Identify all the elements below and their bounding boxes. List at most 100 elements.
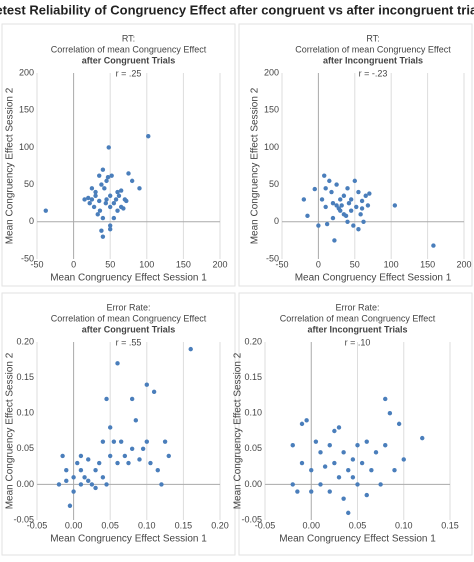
panel-subtitle: Correlation of mean Congruency Effect <box>280 313 436 323</box>
y-tick-label: -50 <box>21 253 34 263</box>
point <box>431 243 436 248</box>
panel-border <box>238 292 473 556</box>
point <box>363 193 368 198</box>
point <box>93 193 98 198</box>
point <box>330 215 336 221</box>
point <box>126 171 131 176</box>
panel-title: Error Rate: <box>335 302 379 312</box>
x-tick-label: 200 <box>212 259 227 269</box>
y-axis-label: Mean Congruency Effect Session 2 <box>233 352 244 509</box>
point <box>137 186 142 191</box>
point <box>322 464 328 469</box>
point <box>108 227 113 232</box>
point <box>290 482 295 487</box>
x-axis-label: Mean Congruency Effect Session 1 <box>50 273 207 284</box>
point <box>129 446 135 451</box>
point <box>113 197 119 202</box>
point <box>115 189 120 195</box>
annotation: r = -.23 <box>359 68 388 78</box>
point <box>319 197 325 202</box>
point <box>129 178 135 184</box>
point <box>133 418 139 423</box>
point <box>108 453 113 459</box>
point <box>327 178 332 184</box>
y-tick-label: 100 <box>19 142 34 152</box>
point <box>97 173 102 178</box>
x-tick-label: -50 <box>275 259 288 269</box>
panel-condition: after Congruent Trials <box>82 55 176 65</box>
point <box>115 361 120 366</box>
panel-border <box>238 23 473 287</box>
point <box>369 467 374 473</box>
point <box>341 212 347 217</box>
point <box>401 457 406 462</box>
point <box>100 439 106 444</box>
point <box>129 396 135 402</box>
point <box>355 482 360 487</box>
point <box>299 460 305 466</box>
point <box>365 203 371 208</box>
point <box>295 489 300 494</box>
point <box>144 382 149 387</box>
point <box>78 467 84 473</box>
x-tick-label: 50 <box>350 259 360 269</box>
point <box>188 346 193 352</box>
point <box>334 203 339 208</box>
x-axis-label: Mean Congruency Effect Session 1 <box>295 273 452 284</box>
x-tick-label: 0.00 <box>302 520 320 530</box>
point <box>151 389 157 395</box>
point <box>111 439 117 444</box>
point <box>338 208 343 213</box>
point <box>383 443 388 448</box>
point <box>144 439 149 444</box>
x-tick-label: 0.15 <box>441 520 459 530</box>
point <box>91 204 97 210</box>
y-tick-label: 200 <box>264 67 279 77</box>
x-tick-label: 0.10 <box>395 520 413 530</box>
y-tick-label: 150 <box>19 105 34 115</box>
point <box>140 446 146 451</box>
point <box>334 182 339 187</box>
figure-title: Retest Reliability of Congruency Effect … <box>0 2 474 17</box>
point <box>111 201 117 206</box>
y-tick-label: -50 <box>266 253 279 263</box>
point <box>97 460 102 466</box>
point <box>392 203 398 208</box>
y-tick-label: 0.05 <box>16 443 34 453</box>
point <box>324 221 330 227</box>
point <box>299 421 305 427</box>
y-axis-label: Mean Congruency Effect Session 2 <box>5 352 16 509</box>
point <box>332 238 337 243</box>
panel-border <box>1 23 236 287</box>
point <box>99 182 104 187</box>
point <box>86 478 91 484</box>
point <box>359 198 365 204</box>
point <box>124 198 129 204</box>
point <box>102 186 107 191</box>
point <box>339 203 344 208</box>
panel-title: RT: <box>122 33 135 43</box>
point <box>290 443 295 448</box>
point <box>351 223 356 228</box>
point <box>137 457 142 462</box>
panel-title: RT: <box>366 33 379 43</box>
point <box>318 450 323 455</box>
point <box>356 227 361 232</box>
y-tick-label: 0 <box>274 216 279 226</box>
x-tick-label: 50 <box>105 259 115 269</box>
point <box>162 439 168 444</box>
point <box>109 173 114 178</box>
point <box>89 197 95 202</box>
point <box>373 450 379 455</box>
point <box>67 503 73 508</box>
point <box>86 457 91 462</box>
point <box>93 467 98 473</box>
point <box>71 489 76 494</box>
panel-subtitle: Correlation of mean Congruency Effect <box>51 44 207 54</box>
point <box>64 478 69 484</box>
point <box>78 453 84 459</box>
x-tick-label: -50 <box>30 259 43 269</box>
y-axis-label: Mean Congruency Effect Session 2 <box>250 87 261 244</box>
point <box>115 208 120 213</box>
